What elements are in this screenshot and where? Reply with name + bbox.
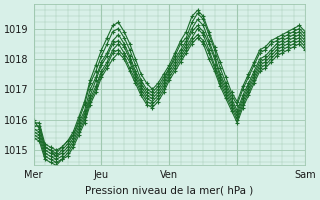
X-axis label: Pression niveau de la mer( hPa ): Pression niveau de la mer( hPa ) [85,186,253,196]
